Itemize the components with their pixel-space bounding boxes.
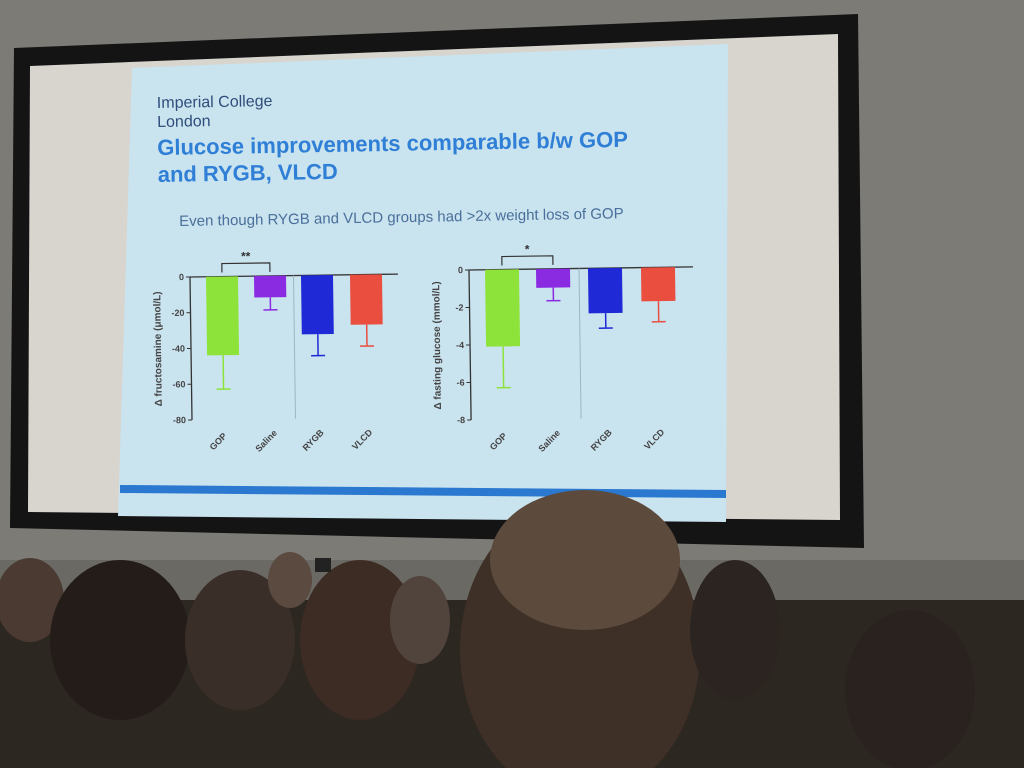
bar-gop [205, 276, 240, 356]
significance-label: ** [241, 249, 251, 263]
significance-label: * [525, 242, 530, 256]
y-tick-label: -6 [456, 378, 464, 388]
audience [0, 490, 1024, 768]
y-tick-label: -20 [171, 308, 184, 318]
y-tick-label: 0 [458, 265, 463, 275]
slide-background [118, 44, 728, 522]
significance-bracket [501, 255, 554, 266]
error-bar-gop [502, 346, 505, 388]
bar-rygb [587, 267, 623, 314]
y-axis-label: Δ fructosamine (μmol/L) [152, 291, 165, 406]
y-tick-label: -8 [457, 415, 465, 425]
bar-saline [535, 268, 571, 288]
group-divider [578, 268, 582, 419]
bar-rygb [300, 275, 334, 335]
significance-bracket [221, 262, 271, 273]
bar-vlcd [349, 274, 383, 325]
y-tick-label: -40 [172, 344, 185, 354]
group-divider [292, 275, 296, 419]
fasting-glucose-chart: 0-2-4-6-8Δ fasting glucose (mmol/L)GOP Sa… [431, 242, 693, 454]
bar-saline [253, 275, 287, 298]
bar-vlcd [640, 267, 676, 302]
bar-gop [484, 269, 521, 347]
y-tick-label: -60 [172, 379, 185, 389]
y-tick-label: -80 [173, 415, 186, 425]
fructosamine-chart: 0-20-40-60-80Δ fructosamine (μmol/L)GOP S… [152, 249, 398, 454]
y-tick-label: -2 [455, 303, 463, 313]
y-tick-label: -4 [456, 340, 464, 350]
y-axis-label: Δ fasting glucose (mmol/L) [431, 281, 444, 409]
y-tick-label: 0 [179, 272, 184, 282]
